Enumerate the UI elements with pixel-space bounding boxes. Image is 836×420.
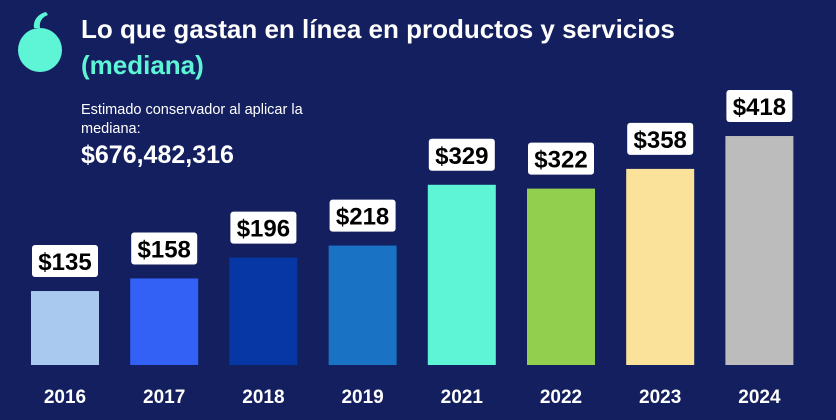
data-label-2017: $158: [138, 236, 191, 263]
data-label-box-2023: [627, 122, 694, 155]
estimate-value: $676,482,316: [81, 141, 234, 169]
brand-logo-icon: [18, 12, 62, 72]
data-label-2019: $218: [336, 204, 389, 231]
chart-title: Lo que gastan en línea en productos y se…: [81, 14, 675, 44]
bar-2021: [427, 184, 496, 365]
bar-2019: [328, 245, 397, 365]
data-label-box-2019: [329, 199, 396, 232]
x-tick-2021: 2021: [441, 387, 484, 408]
data-label-box-2024: [726, 90, 793, 123]
data-label-2021: $329: [435, 143, 488, 170]
x-tick-2018: 2018: [242, 387, 284, 408]
data-label-2022: $322: [534, 147, 587, 174]
data-label-box-2016: [32, 245, 98, 278]
estimate-label: Estimado conservador al aplicar la media…: [81, 102, 303, 137]
data-label-box-2018: [230, 211, 297, 244]
data-label-box-2017: [131, 232, 198, 265]
x-tick-2017: 2017: [143, 387, 185, 408]
bar-2024: [725, 136, 794, 365]
bar-2018: [229, 257, 298, 365]
x-tick-2016: 2016: [44, 387, 86, 408]
data-label-box-2022: [528, 142, 594, 175]
x-tick-2022: 2022: [540, 387, 582, 408]
data-label-2018: $196: [237, 216, 290, 243]
x-tick-2019: 2019: [341, 387, 383, 408]
bar-2016: [31, 291, 99, 365]
x-tick-2023: 2023: [639, 387, 681, 408]
x-tick-2024: 2024: [738, 387, 781, 408]
bar-2023: [626, 168, 695, 365]
data-label-box-2021: [428, 138, 495, 171]
bar-2022: [527, 188, 595, 365]
data-label-2024: $418: [733, 94, 786, 121]
chart-subtitle: (mediana): [81, 50, 204, 80]
data-label-2023: $358: [634, 127, 687, 154]
bar-2017: [130, 278, 199, 365]
data-label-2016: $135: [38, 249, 91, 276]
